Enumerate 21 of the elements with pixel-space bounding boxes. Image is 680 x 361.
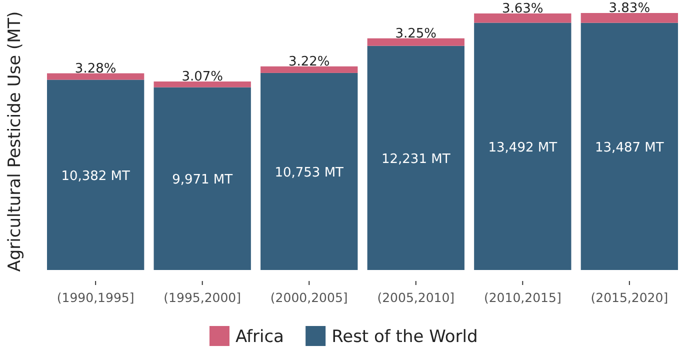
x-tick-label: (2005,2010] — [377, 290, 455, 305]
annotation: 3.07% — [182, 69, 224, 84]
annotation: 3.63% — [502, 1, 544, 16]
x-tick-label: (2015,2020] — [590, 290, 668, 305]
legend-label: Rest of the World — [332, 327, 478, 347]
x-tick-label: (1995,2000] — [164, 290, 242, 305]
x-tick-label: (1990,1995] — [56, 290, 134, 305]
y-axis-title: Agricultural Pesticide Use (MT) — [5, 11, 25, 272]
data-label: 10,753 MT — [274, 165, 344, 180]
annotation: 3.25% — [395, 26, 437, 42]
annotation: 3.83% — [608, 1, 650, 16]
x-tick-label: (2000,2005] — [270, 290, 348, 305]
data-label: 13,492 MT — [488, 140, 558, 156]
data-label: 9,971 MT — [172, 172, 233, 188]
data-label: 12,231 MT — [381, 152, 450, 167]
annotation: 3.22% — [288, 54, 330, 70]
data-label: 10,382 MT — [61, 168, 130, 184]
legend-label: Africa — [235, 327, 284, 347]
x-tick-label: (2010,2015] — [484, 290, 562, 305]
annotation: 3.28% — [74, 61, 116, 76]
data-label: 13,487 MT — [595, 140, 664, 156]
